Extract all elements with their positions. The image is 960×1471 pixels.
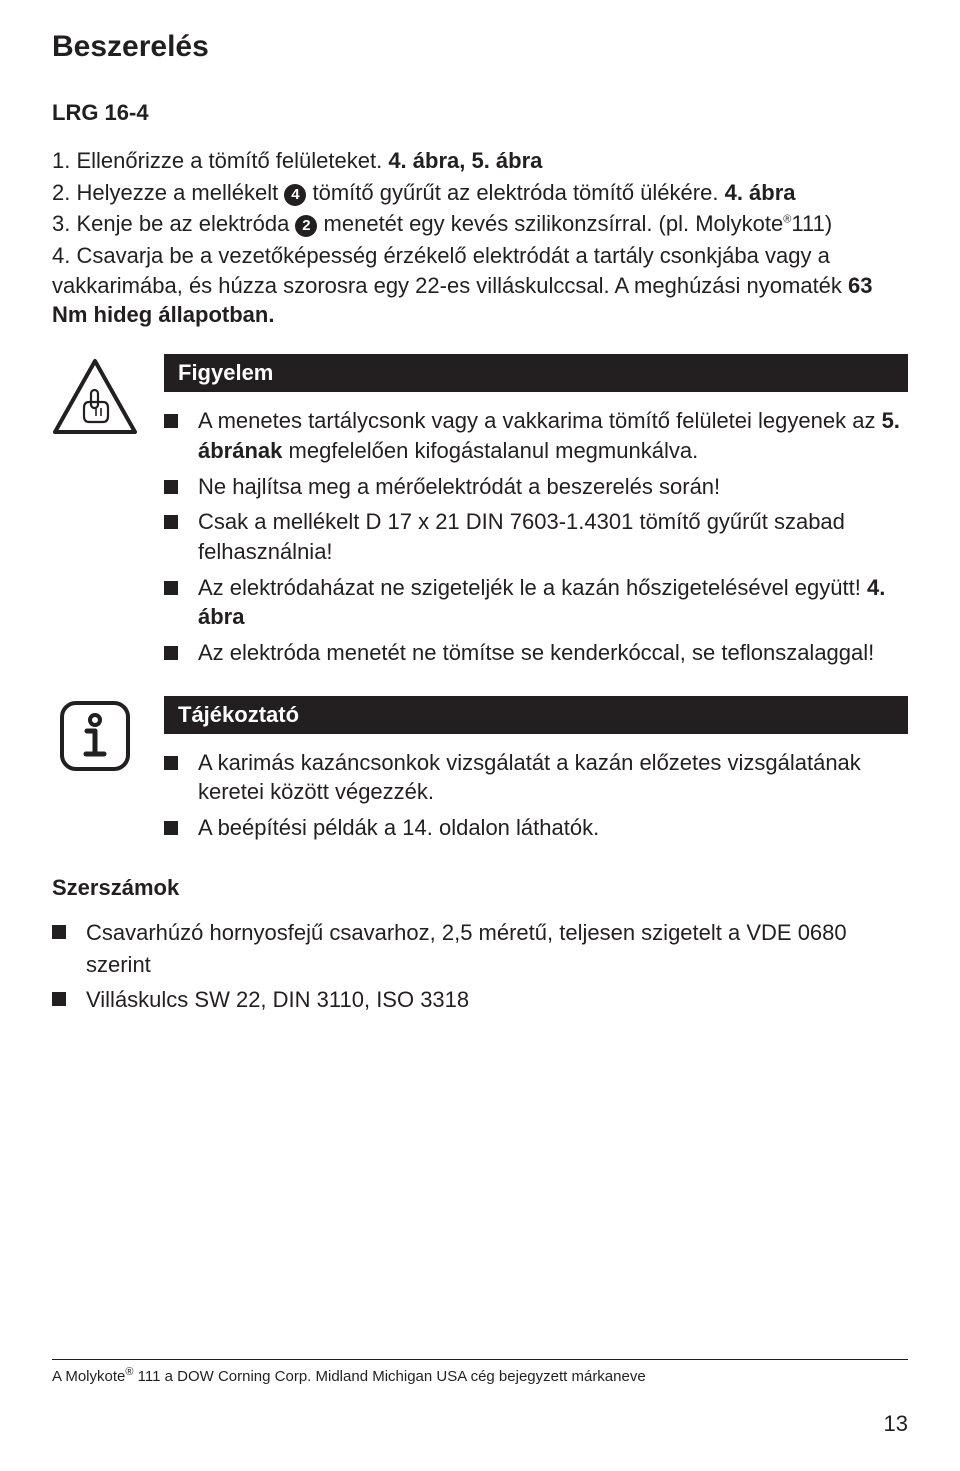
step-text: tömítő gyűrűt az elektróda tömítő ülékér… <box>306 180 724 205</box>
callout-2-icon: 2 <box>295 215 317 237</box>
list-item: Az elektróda menetét ne tömítse se kende… <box>164 638 908 668</box>
list-item: Ne hajlítsa meg a mérőelektródát a besze… <box>164 472 908 502</box>
footer: A Molykote® 111 a DOW Corning Corp. Midl… <box>52 1359 908 1437</box>
step-ref: 4. ábra, 5. ábra <box>388 148 542 173</box>
page-number: 13 <box>52 1411 908 1437</box>
step-text: Helyezze a mellékelt <box>76 180 284 205</box>
footnote: A Molykote® 111 a DOW Corning Corp. Midl… <box>52 1359 908 1385</box>
page-title: Beszerelés <box>52 30 908 64</box>
step-ref: 4. ábra <box>725 180 796 205</box>
steps-list: 1. Ellenőrizze a tömítő felületeket. 4. … <box>52 146 908 330</box>
step-num: 1. <box>52 148 70 173</box>
list-item: Az elektródaházat ne szigeteljék le a ka… <box>164 573 908 632</box>
footnote-b: 111 a DOW Corning Corp. Midland Michigan… <box>138 1368 646 1385</box>
step-2: 2. Helyezze a mellékelt 4 tömítő gyűrűt … <box>52 178 908 208</box>
attention-list: A menetes tartálycsonk vagy a vakkarima … <box>164 406 908 668</box>
callout-4-icon: 4 <box>284 184 306 206</box>
step-4: 4. Csavarja be a vezetőképesség érzékelő… <box>52 241 908 330</box>
step-text: Ellenőrizze a tömítő felületeket. <box>76 148 388 173</box>
list-item: Csak a mellékelt D 17 x 21 DIN 7603-1.43… <box>164 507 908 566</box>
info-icon <box>52 696 138 772</box>
step-text: Kenje be az elektróda <box>76 211 295 236</box>
info-header: Tájékoztató <box>164 696 908 734</box>
step-num: 3. <box>52 211 70 236</box>
list-item: Villáskulcs SW 22, DIN 3110, ISO 3318 <box>52 984 908 1016</box>
attention-icon <box>52 354 138 436</box>
step-text: menetét egy kevés szilikonzsírral. (pl. … <box>317 211 783 236</box>
attention-block: Figyelem A menetes tartálycsonk vagy a v… <box>52 354 908 674</box>
step-text: Csavarja be a vezetőképesség érzékelő el… <box>52 243 848 298</box>
list-item: Csavarhúzó hornyosfejű csavarhoz, 2,5 mé… <box>52 917 908 981</box>
step-1: 1. Ellenőrizze a tömítő felületeket. 4. … <box>52 146 908 176</box>
attention-header: Figyelem <box>164 354 908 392</box>
tools-list: Csavarhúzó hornyosfejű csavarhoz, 2,5 mé… <box>52 917 908 1017</box>
step-text: 111) <box>791 211 832 236</box>
step-num: 2. <box>52 180 70 205</box>
step-3: 3. Kenje be az elektróda 2 menetét egy k… <box>52 209 908 239</box>
list-item: A menetes tartálycsonk vagy a vakkarima … <box>164 406 908 465</box>
model-subtitle: LRG 16-4 <box>52 100 908 126</box>
step-num: 4. <box>52 243 70 268</box>
registered-mark: ® <box>125 1366 133 1378</box>
footnote-a: A Molykote <box>52 1368 125 1385</box>
info-block: Tájékoztató A karimás kazáncsonkok vizsg… <box>52 696 908 849</box>
list-item: A beépítési példák a 14. oldalon látható… <box>164 813 908 843</box>
info-list: A karimás kazáncsonkok vizsgálatát a kaz… <box>164 748 908 843</box>
list-item: A karimás kazáncsonkok vizsgálatát a kaz… <box>164 748 908 807</box>
tools-header: Szerszámok <box>52 875 908 901</box>
